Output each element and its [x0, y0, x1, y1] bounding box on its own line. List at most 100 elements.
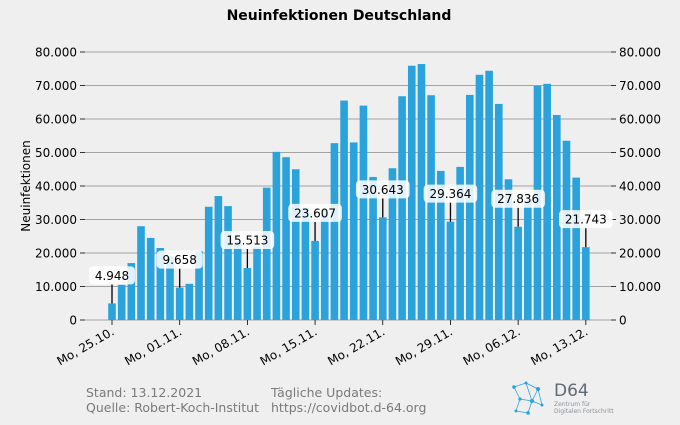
bar [175, 287, 184, 320]
x-tick-label: Mo, 29.11. [393, 324, 455, 368]
bar [301, 207, 310, 320]
annotation-box [288, 203, 342, 222]
bar [282, 157, 290, 320]
y-tick-label-right: 50.000 [619, 146, 661, 160]
bar [272, 151, 281, 320]
y-tick-label-left: 60.000 [35, 113, 77, 127]
bar [146, 237, 155, 320]
footer-stand: Stand: 13.12.2021 [86, 385, 203, 400]
bar [514, 226, 522, 320]
annotations: 4.948 9.658 15.513 23.607 30.643 29.364 27.836… [89, 180, 613, 304]
bar [543, 83, 551, 320]
bar [378, 217, 387, 320]
bar [582, 247, 590, 320]
network-nodes [512, 381, 544, 415]
annotation-label: 23.607 [294, 206, 336, 220]
y-tick-label-left: 80.000 [35, 46, 77, 60]
annotation-label: 4.948 [95, 269, 129, 283]
annotation-box [89, 266, 135, 285]
x-tick-label: Mo, 25.10. [55, 324, 117, 368]
bar [398, 96, 406, 320]
y-tick-label-right: 10.000 [619, 280, 661, 294]
logo-tagline-2: Digitalen Fortschritt [554, 408, 614, 415]
annotation-box [423, 184, 478, 203]
y-tick-label-left: 0 [69, 314, 77, 328]
bar [166, 256, 174, 320]
bar [524, 199, 532, 320]
bar [446, 221, 455, 320]
d64-logo: D64 Zentrum für Digitalen Fortschritt [512, 381, 614, 415]
y-tick-label-right: 40.000 [619, 180, 661, 194]
logo-name: D64 [554, 381, 589, 401]
y-tick-label-left: 20.000 [35, 247, 77, 261]
bar [291, 169, 300, 320]
bar [349, 142, 358, 320]
bar [204, 206, 213, 320]
bar [214, 196, 223, 320]
footer-updates-url[interactable]: https://covidbot.d-64.org [271, 400, 427, 415]
y-tick-label-right: 70.000 [619, 79, 661, 93]
annotation-box [491, 189, 545, 208]
bar [407, 65, 416, 320]
y-tick-label-right: 20.000 [619, 247, 661, 261]
bar [137, 226, 145, 320]
y-axis-label: Neuinfektionen [19, 140, 33, 231]
footer-quelle: Quelle: Robert-Koch-Institut [86, 400, 259, 415]
y-tick-label-left: 30.000 [35, 213, 77, 227]
x-ticks: Mo, 25.10. Mo, 01.11. Mo, 08.11. Mo, 15.11.… [55, 320, 590, 368]
bar [243, 268, 252, 320]
bar [320, 209, 329, 320]
bar [485, 70, 493, 320]
bar [388, 168, 397, 320]
bar [127, 263, 136, 320]
bar [495, 103, 503, 320]
bar [417, 64, 426, 320]
y-tick-label-right: 30.000 [619, 213, 661, 227]
footer-updates-label: Tägliche Updates: [271, 385, 383, 400]
bar [572, 177, 580, 320]
annotation-label: 29.364 [429, 187, 471, 201]
bar [311, 240, 319, 320]
bar [427, 95, 435, 320]
bar [359, 105, 368, 320]
y-tick-label-left: 50.000 [35, 146, 77, 160]
x-tick-label: Mo, 15.11. [258, 324, 320, 368]
annotation-box [220, 231, 275, 250]
bar [195, 251, 203, 320]
x-tick-label: Mo, 01.11. [122, 324, 184, 368]
y-tick-label-left: 40.000 [35, 180, 77, 194]
annotation-label: 30.643 [362, 183, 404, 197]
y-tick-label-right: 80.000 [619, 46, 661, 60]
bar [475, 74, 484, 320]
y-ticks-left: 0 10.000 20.000 30.000 40.000 50.000 60.000 70.… [35, 46, 85, 328]
chart-title: Neuinfektionen Deutschland [227, 8, 452, 24]
annotation-label: 9.658 [163, 253, 197, 267]
bar [108, 303, 116, 320]
footer-updates: Tägliche Updates: https://covidbot.d-64.… [271, 385, 426, 415]
bar [465, 94, 474, 320]
bar [553, 114, 561, 320]
bar [224, 206, 232, 320]
network-icon [513, 382, 543, 414]
annotation-label: 27.836 [497, 192, 539, 206]
x-tick-label: Mo, 13.12. [528, 324, 590, 368]
x-tick-label: Mo, 06.12. [461, 324, 523, 368]
bar [253, 246, 261, 320]
annotation-box [559, 210, 613, 229]
bar [340, 100, 348, 320]
bar [456, 166, 464, 320]
y-tick-label-right: 60.000 [619, 113, 661, 127]
logo-tagline-1: Zentrum für [554, 401, 591, 408]
bars [108, 64, 590, 321]
annotation-box [156, 250, 203, 269]
y-tick-label-left: 70.000 [35, 79, 77, 93]
annotation-box [355, 180, 410, 199]
annotation-label: 21.743 [565, 213, 607, 227]
y-tick-label-right: 0 [619, 314, 627, 328]
bar [504, 179, 513, 320]
footer-source: Stand: 13.12.2021 Quelle: Robert-Koch-In… [86, 385, 259, 415]
bar [562, 140, 571, 320]
bar [330, 143, 339, 320]
x-tick-label: Mo, 22.11. [325, 324, 387, 368]
